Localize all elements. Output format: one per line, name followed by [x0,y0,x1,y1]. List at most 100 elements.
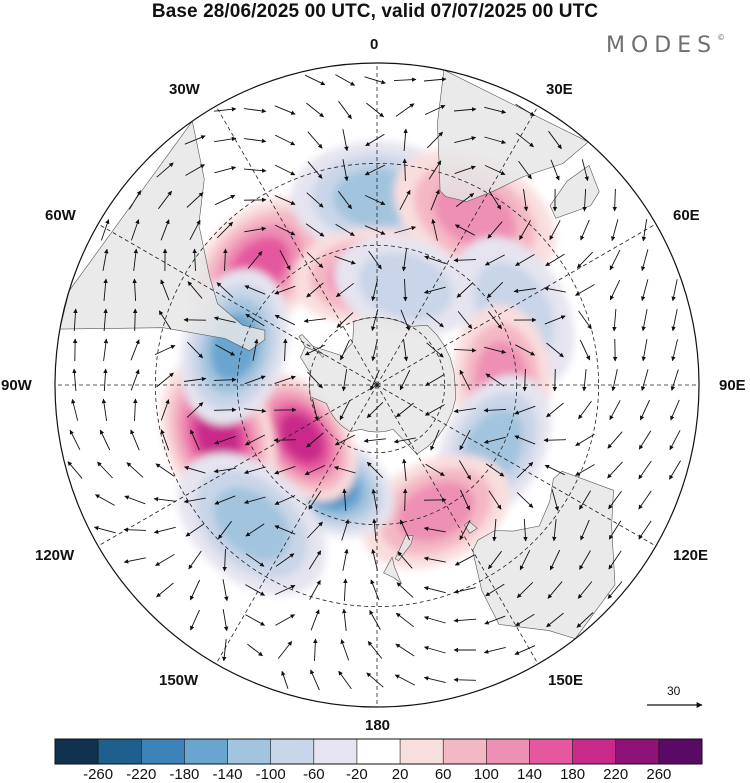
anomaly-blob [279,412,324,463]
wind-vector [515,613,535,627]
wind-vector [123,527,147,532]
colorbar-tick-label: 100 [473,766,499,783]
wind-vector [189,579,201,601]
lon-label-60w: 60W [45,207,76,224]
wind-vector [549,220,561,241]
colorbar-swatch [572,739,617,764]
wind-vector [103,338,109,361]
wind-vector [371,548,378,571]
meridian-line [215,384,378,665]
wind-vector [549,549,561,571]
wind-vector [638,430,652,450]
lon-label-150e: 150E [548,672,584,689]
wind-vector [403,339,409,362]
latitude-circle [236,244,518,526]
anomaly-blob [397,481,475,542]
wind-vector [71,398,79,421]
wind-vector [371,488,378,511]
wind-vector [153,496,176,502]
wind-vector [335,282,354,298]
wind-vector [579,550,591,570]
meridian-line [215,105,378,386]
wind-vector [484,136,507,145]
wind-vector [431,218,438,241]
wind-vector [396,402,414,418]
wind-vector [158,190,172,210]
wind-vector [453,107,477,112]
wind-vector [582,369,587,392]
wind-vector [544,315,566,325]
wind-vector [244,226,267,233]
wind-vector [277,641,293,659]
wind-vector [223,248,228,272]
wind-vector [516,492,534,508]
wind-vector [216,282,234,298]
wind-vector [133,248,139,271]
wind-vector [545,253,565,267]
wind-vector [543,286,566,293]
wind-vector [671,279,678,302]
wind-vector [394,674,416,686]
wind-vector [160,399,170,421]
lon-label-0: 0 [370,36,379,53]
wind-vector [423,586,446,594]
wind-vector [518,160,532,180]
wind-vector [245,614,265,626]
wind-vector [274,314,296,326]
wind-vector [124,495,146,505]
wind-vector [544,464,566,476]
wind-vector [342,488,347,512]
wind-vector [492,518,497,542]
wind-vector [575,284,595,296]
wind-vector [184,376,207,382]
wind-vector [244,434,266,446]
wind-vector [515,103,535,117]
wind-vector [72,368,77,392]
wind-vector [190,609,200,631]
wind-vector [425,463,445,477]
wind-vector [577,581,593,599]
wind-vector [456,282,474,298]
wind-vector [459,519,471,541]
wind-vector [488,490,502,510]
wind-vector [485,373,505,387]
wind-vector [514,645,536,655]
wind-vector [160,429,170,451]
wind-vector [486,281,504,299]
wind-vector [671,339,678,362]
wind-vector [245,523,265,537]
wind-vector [364,194,386,206]
wind-vector [485,583,505,597]
wind-vector [128,190,142,210]
wind-vector [371,339,378,362]
wind-vector [519,220,531,240]
wind-vector [214,495,236,505]
wind-vector [247,251,263,269]
wind-vector [425,374,445,386]
wind-vector [364,164,386,176]
wind-vector [575,433,595,447]
wind-vector [215,344,235,356]
wind-vector [126,462,144,478]
wind-vector [213,377,237,382]
wind-vector [548,130,562,150]
colorbar-tick-label: 220 [603,766,629,783]
wind-vector [579,339,591,361]
wind-vector [484,346,507,354]
wind-vector [156,582,174,598]
wind-vector [306,432,324,448]
graticule [55,63,699,707]
wind-vector [313,638,318,662]
wind-vector [342,159,349,182]
wind-vector [368,250,382,270]
wind-vector [186,341,204,359]
wind-vector [102,248,109,271]
lon-label-150w: 150W [159,672,199,689]
wind-vector [213,407,237,413]
wind-vector [312,399,319,422]
colorbar-swatch [141,739,185,764]
wind-vector [184,465,206,474]
wind-vector [487,311,503,330]
wind-vector [304,464,326,476]
wind-vector [515,344,536,356]
